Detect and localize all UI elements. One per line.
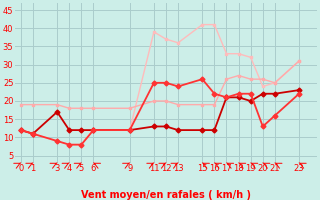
X-axis label: Vent moyen/en rafales ( km/h ): Vent moyen/en rafales ( km/h )	[81, 190, 251, 200]
